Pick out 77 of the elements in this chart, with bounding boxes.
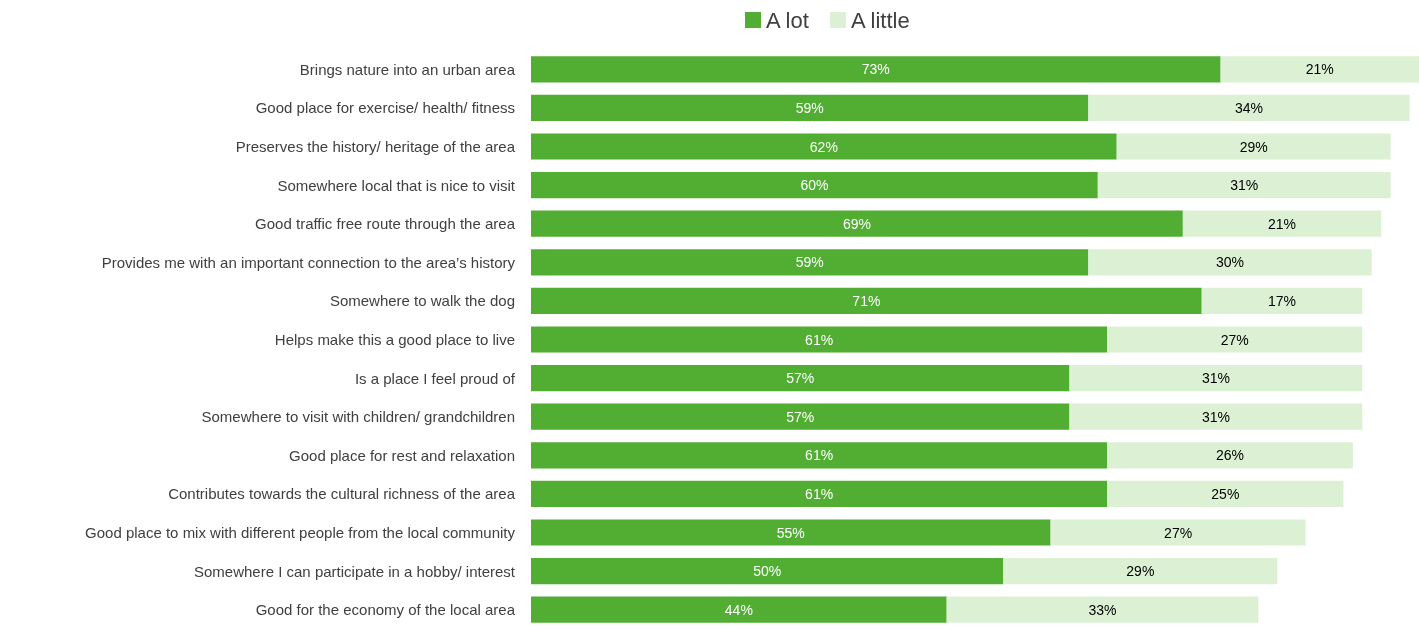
data-label: 33% bbox=[1088, 601, 1117, 618]
y-tick-label: Helps make this a good place to live bbox=[274, 331, 515, 348]
y-tick-label: Good for the economy of the local area bbox=[255, 601, 516, 619]
bar bbox=[1069, 403, 1363, 430]
data-label: 61% bbox=[805, 485, 834, 502]
data-label: 31% bbox=[1230, 177, 1259, 194]
y-tick-label: Somewhere I can participate in a hobby/ interest bbox=[193, 562, 516, 580]
data-label: 59% bbox=[795, 254, 824, 271]
y-tick-label: Somewhere to visit with children/ grandchildren bbox=[201, 408, 515, 426]
data-label: 69% bbox=[842, 215, 871, 232]
bar bbox=[1201, 287, 1363, 315]
bar bbox=[531, 403, 1070, 430]
data-label: 31% bbox=[1201, 408, 1230, 425]
y-tick-label: Is a place I feel proud of bbox=[354, 369, 516, 387]
bar bbox=[531, 210, 1183, 237]
data-label: 59% bbox=[795, 99, 824, 116]
data-label: 31% bbox=[1201, 370, 1230, 387]
data-label: 21% bbox=[1305, 61, 1334, 78]
bar bbox=[1050, 519, 1306, 546]
data-label: 21% bbox=[1268, 215, 1297, 232]
data-label: 61% bbox=[805, 331, 834, 348]
bar bbox=[1220, 56, 1419, 83]
data-label: 30% bbox=[1216, 254, 1245, 271]
data-label: 26% bbox=[1216, 447, 1245, 464]
bar bbox=[531, 442, 1108, 469]
bar bbox=[531, 480, 1108, 508]
bar bbox=[1003, 557, 1278, 585]
data-label: 27% bbox=[1164, 524, 1193, 541]
data-label: 44% bbox=[724, 601, 753, 618]
y-tick-label: Contributes towards the cultural richness of the area bbox=[168, 485, 516, 503]
data-label: 62% bbox=[809, 138, 838, 155]
y-tick-label: Preserves the history/ heritage of the area bbox=[235, 138, 516, 155]
data-label: 34% bbox=[1234, 99, 1263, 116]
bar bbox=[1107, 442, 1353, 469]
bar bbox=[1097, 171, 1391, 199]
data-label: 71% bbox=[852, 292, 881, 309]
data-label: 29% bbox=[1239, 138, 1268, 155]
bar bbox=[531, 326, 1108, 353]
data-label: 55% bbox=[776, 524, 805, 541]
bar bbox=[1088, 94, 1410, 122]
bar bbox=[1088, 249, 1372, 276]
bar bbox=[531, 171, 1098, 199]
bar bbox=[531, 133, 1117, 160]
bar bbox=[531, 519, 1051, 546]
bar bbox=[531, 364, 1070, 392]
bar bbox=[531, 94, 1089, 122]
bar bbox=[1116, 133, 1391, 160]
bar bbox=[531, 596, 947, 623]
bar bbox=[1182, 210, 1382, 237]
bar bbox=[946, 596, 1259, 623]
data-label: 50% bbox=[753, 563, 782, 580]
y-tick-label: Somewhere local that is nice to visit bbox=[277, 176, 516, 194]
y-tick-label: Good place for exercise/ health/ fitness bbox=[255, 99, 515, 117]
bar bbox=[531, 56, 1221, 83]
y-tick-label: Good place to mix with different people from the local community bbox=[85, 524, 516, 541]
y-tick-label: Somewhere to walk the dog bbox=[329, 292, 515, 310]
y-tick-label: Good traffic free route through the area bbox=[255, 215, 516, 233]
data-label: 73% bbox=[861, 61, 890, 78]
legend-label: A lot bbox=[766, 7, 809, 33]
data-label: 60% bbox=[800, 177, 829, 194]
bar bbox=[531, 249, 1089, 276]
data-label: 57% bbox=[786, 408, 815, 425]
data-label: 57% bbox=[786, 370, 815, 387]
y-tick-label: Good place for rest and relaxation bbox=[289, 446, 515, 464]
bar bbox=[531, 287, 1202, 315]
data-label: 29% bbox=[1126, 563, 1155, 580]
data-label: 17% bbox=[1268, 292, 1297, 309]
bar bbox=[1107, 326, 1363, 353]
bar bbox=[531, 557, 1004, 585]
data-label: 61% bbox=[805, 447, 834, 464]
legend-label: A little bbox=[851, 7, 910, 33]
bar bbox=[1069, 364, 1363, 392]
data-label: 27% bbox=[1220, 331, 1249, 348]
data-label: 25% bbox=[1211, 485, 1240, 502]
y-tick-label: Provides me with an important connection to the area’s history bbox=[101, 253, 516, 271]
bar bbox=[1107, 480, 1344, 508]
y-tick-label: Brings nature into an urban area bbox=[299, 60, 516, 78]
